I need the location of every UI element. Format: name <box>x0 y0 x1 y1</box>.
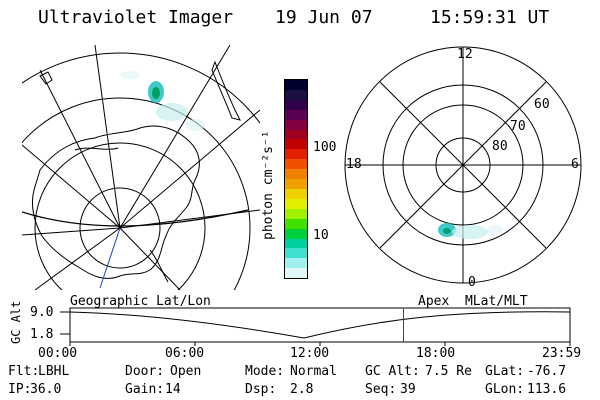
intensity-colorbar <box>284 79 308 279</box>
colorbar-swatch <box>285 258 307 269</box>
observation-date: 19 Jun 07 <box>275 7 373 28</box>
status-ip-key: IP: <box>8 382 32 397</box>
colorbar-swatch <box>285 179 307 189</box>
mlt-label-0: 0 <box>468 275 476 290</box>
status-flt-key: Flt: <box>8 364 40 379</box>
colorbar-swatch <box>285 149 307 160</box>
colorbar-tick-100: 100 <box>313 140 337 155</box>
colorbar-swatch <box>285 139 307 150</box>
colorbar-swatch <box>285 208 307 219</box>
status-glon-value: 113.6 <box>527 382 567 397</box>
status-glon-key: GLon: <box>485 382 525 397</box>
colorbar-swatch <box>285 109 307 120</box>
timeline-ylabel: GC Alt <box>9 300 23 344</box>
colorbar-swatch <box>285 248 307 259</box>
mlt-label-12: 12 <box>457 47 473 62</box>
colorbar-swatch <box>285 129 307 140</box>
status-glat-value: -76.7 <box>527 364 567 379</box>
observation-time: 15:59:31 UT <box>430 7 550 28</box>
colorbar-unit-label: photon cm⁻²s⁻¹ <box>261 130 276 240</box>
geographic-map-label: Geographic Lat/Lon <box>70 294 211 309</box>
timeline-ytick-low: 1.8 <box>30 327 54 342</box>
colorbar-swatch <box>285 238 307 249</box>
status-flt-value: LBHL <box>38 364 70 379</box>
status-dsp-value: 2.8 <box>290 382 314 397</box>
colorbar-swatch <box>285 169 307 180</box>
mlt-label-18: 18 <box>346 157 362 172</box>
status-gain-key: Gain: <box>125 382 165 397</box>
colorbar-swatch <box>285 228 307 239</box>
colorbar-swatch <box>285 198 307 209</box>
colorbar-swatch <box>285 218 307 229</box>
status-seq-key: Seq: <box>365 382 397 397</box>
status-door-key: Door: <box>125 364 165 379</box>
colorbar-swatch <box>285 119 307 130</box>
colorbar-swatch <box>285 268 307 279</box>
timeline-xtick-0000: 00:00 <box>38 346 78 361</box>
lat-label-80: 80 <box>492 139 508 154</box>
status-seq-value: 39 <box>400 382 416 397</box>
status-gcalt-key: GC Alt: <box>365 364 420 379</box>
timeline-xtick-1800: 18:00 <box>416 346 456 361</box>
status-door-value: Open <box>170 364 202 379</box>
colorbar-swatch <box>285 89 307 100</box>
status-dsp-key: Dsp: <box>245 382 277 397</box>
status-ip-value: 36.0 <box>30 382 62 397</box>
lat-label-60: 60 <box>534 97 550 112</box>
colorbar-swatch <box>285 159 307 170</box>
status-gcalt-value: 7.5 Re <box>425 364 472 379</box>
timeline-xtick-2359: 23:59 <box>542 346 582 361</box>
status-mode-value: Normal <box>290 364 337 379</box>
timeline-ytick-high: 9.0 <box>30 305 54 320</box>
mlt-label-6: 6 <box>571 157 579 172</box>
instrument-title: Ultraviolet Imager <box>38 7 234 28</box>
timeline-xtick-0600: 06:00 <box>165 346 205 361</box>
apex-map-label: Apex MLat/MLT <box>418 294 528 309</box>
status-mode-key: Mode: <box>245 364 285 379</box>
lat-label-70: 70 <box>510 119 526 134</box>
status-glat-key: GLat: <box>485 364 525 379</box>
colorbar-tick-10: 10 <box>313 228 329 243</box>
status-gain-value: 14 <box>165 382 181 397</box>
colorbar-swatch <box>285 99 307 110</box>
colorbar-swatch <box>285 188 307 199</box>
timeline-xtick-1200: 12:00 <box>290 346 330 361</box>
colorbar-swatch <box>285 80 307 90</box>
